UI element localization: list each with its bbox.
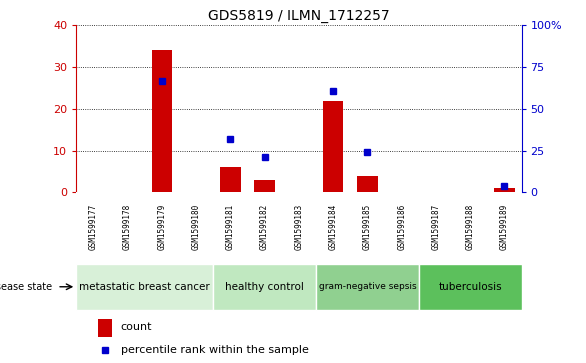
Bar [316,264,419,310]
Text: healthy control: healthy control [225,282,304,292]
Bar [76,264,213,310]
Bar [357,176,377,192]
Text: GSM1599178: GSM1599178 [123,204,132,250]
Text: GSM1599184: GSM1599184 [329,204,338,250]
Text: count: count [121,322,152,333]
Text: GSM1599179: GSM1599179 [157,204,166,250]
Text: tuberculosis: tuberculosis [438,282,502,292]
Text: GSM1599180: GSM1599180 [192,204,200,250]
Text: gram-negative sepsis: gram-negative sepsis [319,282,416,291]
Bar [220,167,241,192]
Bar [494,188,515,192]
Text: GSM1599185: GSM1599185 [363,204,372,250]
Text: GSM1599177: GSM1599177 [89,204,98,250]
Text: GSM1599182: GSM1599182 [260,204,269,250]
Bar [323,101,343,192]
Text: GSM1599181: GSM1599181 [226,204,235,250]
Bar [419,264,522,310]
Text: disease state: disease state [0,282,52,292]
Title: GDS5819 / ILMN_1712257: GDS5819 / ILMN_1712257 [208,9,390,23]
Text: GSM1599188: GSM1599188 [466,204,475,250]
Bar [254,180,275,192]
Text: GSM1599189: GSM1599189 [500,204,509,250]
Text: metastatic breast cancer: metastatic breast cancer [79,282,210,292]
Bar [152,50,172,192]
Text: GSM1599187: GSM1599187 [431,204,441,250]
Text: GSM1599186: GSM1599186 [397,204,406,250]
Bar [213,264,316,310]
Bar [98,319,112,337]
Text: percentile rank within the sample: percentile rank within the sample [121,345,309,355]
Text: GSM1599183: GSM1599183 [294,204,304,250]
